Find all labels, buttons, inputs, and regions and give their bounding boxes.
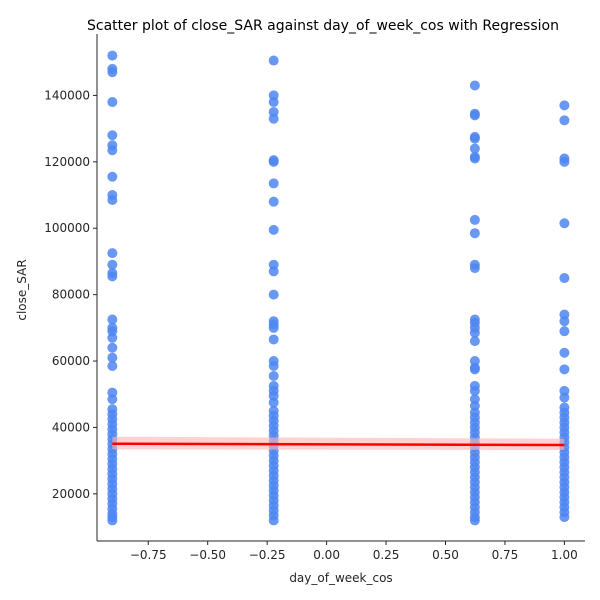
data-point bbox=[107, 259, 118, 270]
x-axis-ticks: −0.75 −0.50 −0.25 0.00 0.25 0.50 0.75 1.00 bbox=[130, 541, 578, 562]
data-point bbox=[107, 130, 118, 141]
y-axis-ticks: 20000 40000 60000 80000 100000 120000 140000 bbox=[44, 88, 97, 501]
data-point bbox=[559, 100, 570, 111]
chart-title: Scatter plot of close_SAR against day_of… bbox=[87, 18, 559, 34]
data-point bbox=[268, 224, 279, 235]
data-point bbox=[107, 515, 118, 526]
y-tick-label: 80000 bbox=[52, 288, 90, 302]
data-point bbox=[469, 327, 480, 338]
x-tick-label: 0.75 bbox=[492, 548, 519, 562]
data-point bbox=[559, 364, 570, 375]
data-point bbox=[559, 512, 570, 523]
data-point bbox=[107, 271, 118, 282]
data-point bbox=[107, 50, 118, 61]
y-tick-label: 20000 bbox=[52, 487, 90, 501]
data-point bbox=[268, 361, 279, 372]
x-tick-label: 0.50 bbox=[432, 548, 459, 562]
data-point bbox=[268, 397, 279, 408]
y-tick-label: 100000 bbox=[44, 221, 90, 235]
data-point bbox=[559, 392, 570, 403]
data-point bbox=[107, 332, 118, 343]
data-point bbox=[559, 115, 570, 126]
data-point bbox=[469, 364, 480, 375]
y-tick-label: 40000 bbox=[52, 420, 90, 434]
data-point bbox=[469, 385, 480, 396]
data-point bbox=[559, 218, 570, 229]
data-point bbox=[469, 110, 480, 121]
data-point bbox=[107, 361, 118, 372]
data-point bbox=[268, 334, 279, 345]
data-point bbox=[268, 515, 279, 526]
x-tick-label: −0.50 bbox=[189, 548, 226, 562]
data-point bbox=[559, 316, 570, 327]
data-point bbox=[107, 171, 118, 182]
x-tick-label: −0.25 bbox=[249, 548, 286, 562]
x-tick-label: −0.75 bbox=[130, 548, 167, 562]
data-point bbox=[469, 143, 480, 154]
data-point bbox=[559, 347, 570, 358]
data-point bbox=[107, 394, 118, 405]
data-point bbox=[559, 326, 570, 337]
data-point bbox=[469, 515, 480, 526]
data-point bbox=[107, 67, 118, 78]
x-tick-label: 0.00 bbox=[313, 548, 340, 562]
data-point bbox=[107, 314, 118, 325]
data-point bbox=[559, 156, 570, 167]
scatter-points bbox=[107, 50, 570, 526]
data-point bbox=[107, 97, 118, 108]
data-point bbox=[107, 248, 118, 259]
data-point bbox=[268, 196, 279, 207]
x-tick-label: 1.00 bbox=[551, 548, 578, 562]
data-point bbox=[268, 322, 279, 333]
data-point bbox=[268, 266, 279, 277]
y-axis-label: close_SAR bbox=[15, 259, 29, 320]
y-tick-label: 120000 bbox=[44, 155, 90, 169]
data-point bbox=[469, 336, 480, 347]
data-point bbox=[268, 156, 279, 167]
y-tick-label: 140000 bbox=[44, 88, 90, 102]
data-point bbox=[469, 228, 480, 239]
data-point bbox=[107, 145, 118, 156]
data-point bbox=[107, 342, 118, 353]
y-tick-label: 60000 bbox=[52, 354, 90, 368]
data-point bbox=[469, 263, 480, 274]
data-point bbox=[268, 113, 279, 124]
regression-group bbox=[112, 436, 565, 451]
data-point bbox=[268, 370, 279, 381]
data-point bbox=[107, 352, 118, 363]
data-point bbox=[268, 97, 279, 108]
data-point bbox=[268, 55, 279, 66]
x-tick-label: 0.25 bbox=[373, 548, 400, 562]
data-point bbox=[559, 273, 570, 284]
data-point bbox=[469, 214, 480, 225]
data-point bbox=[469, 133, 480, 144]
data-point bbox=[107, 195, 118, 206]
data-point bbox=[469, 80, 480, 91]
regression-line bbox=[112, 442, 565, 447]
data-point bbox=[268, 289, 279, 300]
data-point bbox=[268, 178, 279, 189]
data-point bbox=[469, 153, 480, 164]
x-axis-label: day_of_week_cos bbox=[289, 571, 392, 585]
